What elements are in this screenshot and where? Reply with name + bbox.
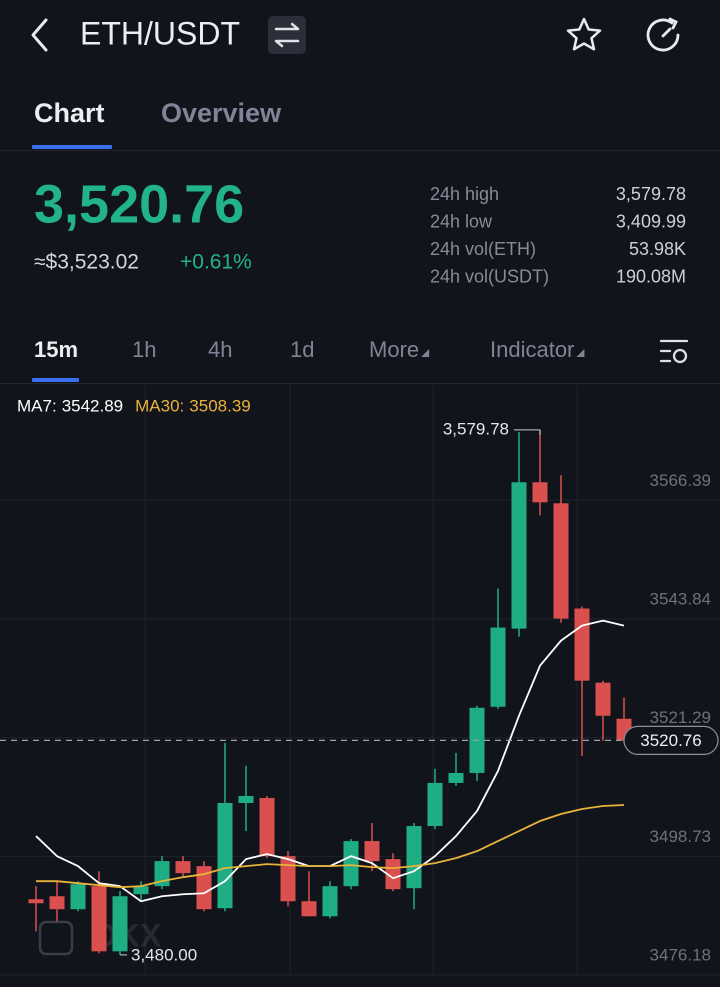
last-price-tag	[623, 725, 719, 756]
candle-body	[112, 896, 128, 952]
tab-chart[interactable]: Chart	[34, 98, 105, 128]
ma-legend-value: 3542.89	[62, 396, 123, 415]
candle-body	[91, 886, 107, 952]
timeframe-option[interactable]: Indicator	[490, 337, 574, 362]
candle-body	[574, 608, 590, 681]
candle-body	[238, 795, 254, 803]
ma-line	[36, 804, 625, 889]
stat-value: 3,579.78	[616, 184, 686, 204]
candle-body	[70, 884, 86, 910]
stat-value: 3,409.99	[616, 211, 686, 231]
timeframe-option[interactable]: More	[369, 337, 419, 362]
candlestick-chart: 3566.393543.843521.293498.733476.18OKXMA…	[0, 385, 720, 976]
candle-body	[448, 772, 464, 783]
divider	[0, 150, 720, 151]
ma-legend-label: MA30:	[135, 396, 184, 415]
y-tick-label: 3521.29	[650, 708, 711, 727]
candle-body	[364, 841, 380, 862]
candle-body	[217, 802, 233, 909]
tab-indicator	[32, 145, 112, 149]
tab-overview[interactable]: Overview	[161, 98, 282, 128]
candle-body	[595, 682, 611, 716]
stat-value: 190.08M	[616, 266, 686, 286]
timeframe-option[interactable]: 4h	[208, 337, 232, 362]
candle-body	[196, 866, 212, 910]
stat-label: 24h vol(USDT)	[430, 266, 549, 286]
y-tick-label: 3476.18	[650, 945, 711, 964]
back-button[interactable]	[31, 18, 48, 52]
candle-body	[259, 797, 275, 857]
candle-body	[406, 826, 422, 889]
divider	[0, 383, 720, 384]
candle-body	[49, 896, 65, 910]
price-change: +0.61%	[180, 251, 252, 274]
candle-body	[490, 627, 506, 707]
timeframe-option[interactable]: 1d	[290, 337, 314, 362]
candle-body	[511, 482, 527, 629]
favorite-button[interactable]	[566, 17, 602, 51]
candle-body	[553, 503, 569, 619]
watermark-icon	[38, 920, 74, 956]
last-price: 3,520.76	[34, 174, 244, 234]
candle-body	[385, 859, 401, 890]
y-tick-label: 3543.84	[650, 589, 711, 608]
candle-body	[280, 856, 296, 902]
stat-label: 24h vol(ETH)	[430, 239, 536, 259]
high-label: 3,579.78	[443, 419, 509, 438]
candle-body	[532, 482, 548, 503]
ma-legend-value: 3508.39	[189, 396, 250, 415]
timeframe-option[interactable]: 15m	[34, 337, 78, 362]
ma-legend-label: MA7:	[17, 396, 57, 415]
stat-value: 53.98K	[629, 239, 686, 259]
candle-body	[28, 899, 44, 904]
candle-body	[301, 901, 317, 917]
usd-price: ≈$3,523.02	[34, 251, 139, 274]
candle-body	[322, 886, 338, 917]
dropdown-arrow	[421, 349, 430, 357]
dropdown-arrow	[576, 349, 585, 357]
settings-button[interactable]	[659, 339, 689, 364]
y-tick-label: 3566.39	[650, 471, 711, 490]
candle-body	[133, 886, 149, 895]
candle-body	[427, 782, 443, 827]
stat-label: 24h low	[430, 211, 493, 231]
pair-title: ETH/USDT	[80, 15, 240, 51]
stat-label: 24h high	[430, 184, 499, 204]
candle-body	[175, 861, 191, 874]
refresh-button[interactable]	[646, 17, 680, 52]
timeframe-option[interactable]: 1h	[132, 337, 156, 362]
low-label: 3,480.00	[131, 945, 197, 964]
timeframe-bar: 15m 1h 4h 1d More Indicator	[34, 337, 585, 362]
stats-table: 24h high 3,579.78 24h low 3,409.99 24h vol(E…	[430, 184, 686, 287]
swap-button[interactable]	[268, 16, 306, 54]
last-price-tag-text: 3520.76	[640, 731, 701, 750]
timeframe-indicator	[32, 378, 79, 382]
candle-body	[343, 841, 359, 887]
y-tick-label: 3498.73	[650, 827, 711, 846]
